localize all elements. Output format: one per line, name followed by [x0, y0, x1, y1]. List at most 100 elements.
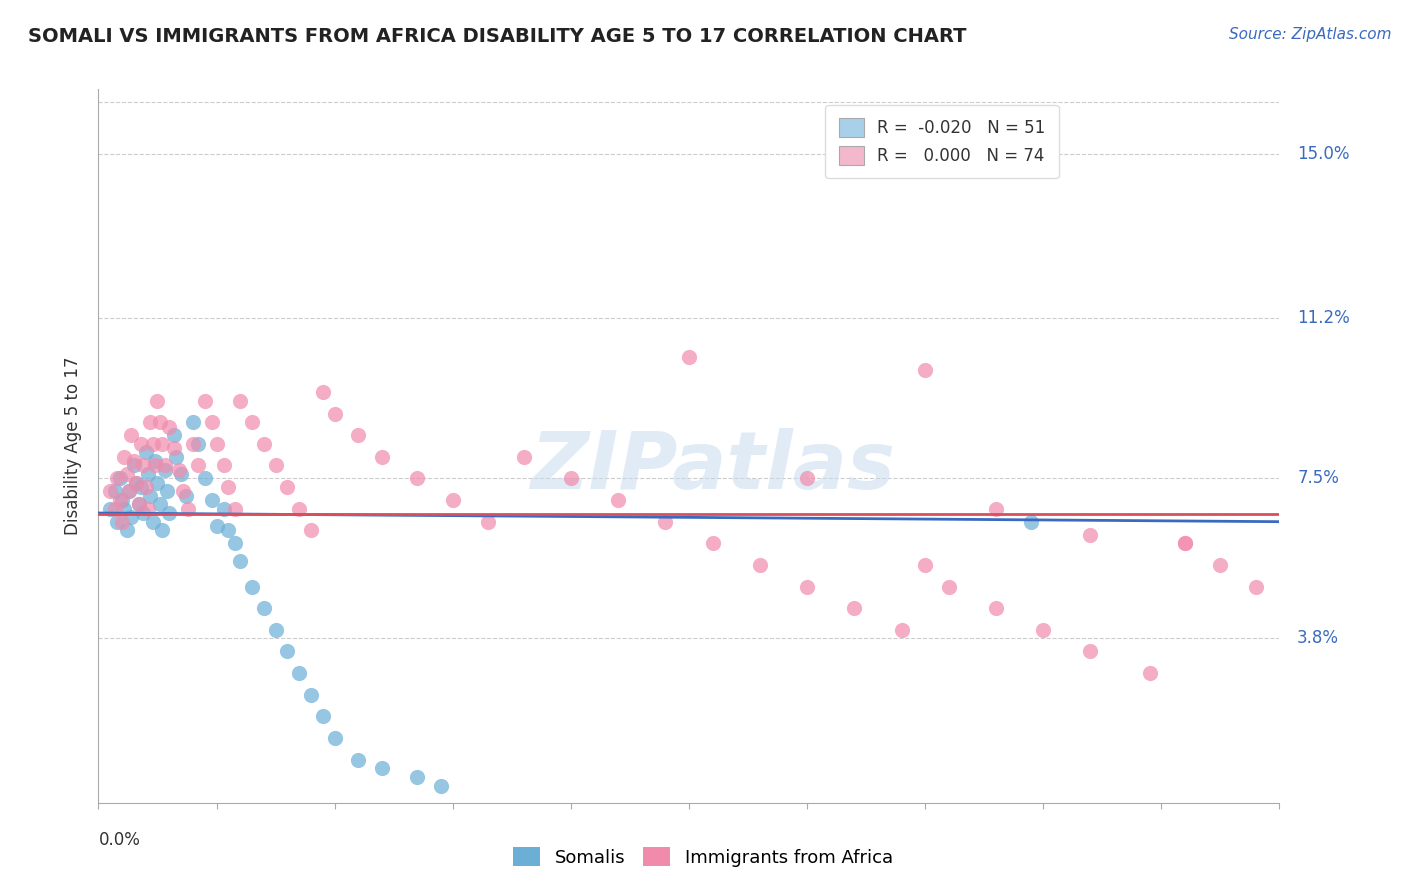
Point: [347, 753, 370, 767]
Point: [217, 480, 239, 494]
Point: [143, 454, 166, 468]
Point: [205, 437, 228, 451]
Point: [194, 393, 217, 408]
Point: [430, 779, 453, 793]
Point: [153, 458, 176, 473]
Point: [104, 501, 127, 516]
Point: [181, 415, 204, 429]
Point: [108, 471, 131, 485]
Point: [406, 471, 429, 485]
Point: [229, 553, 252, 567]
Point: [132, 506, 155, 520]
Point: [121, 428, 143, 442]
Point: [143, 458, 166, 473]
Point: [323, 407, 346, 421]
Point: [146, 393, 169, 408]
Point: [938, 580, 960, 594]
Point: [163, 428, 186, 442]
Point: [157, 419, 180, 434]
Point: [240, 580, 263, 594]
Text: 11.2%: 11.2%: [1298, 310, 1350, 327]
Point: [212, 458, 235, 473]
Point: [115, 524, 138, 538]
Point: [748, 558, 770, 572]
Point: [1080, 527, 1102, 541]
Point: [224, 536, 246, 550]
Text: SOMALI VS IMMIGRANTS FROM AFRICA DISABILITY AGE 5 TO 17 CORRELATION CHART: SOMALI VS IMMIGRANTS FROM AFRICA DISABIL…: [28, 27, 966, 45]
Point: [105, 515, 128, 529]
Point: [153, 463, 176, 477]
Point: [177, 501, 200, 516]
Point: [150, 437, 173, 451]
Point: [108, 493, 131, 508]
Point: [347, 428, 370, 442]
Point: [122, 458, 145, 473]
Point: [146, 475, 169, 490]
Point: [323, 731, 346, 745]
Point: [132, 458, 155, 473]
Point: [914, 363, 936, 377]
Text: 3.8%: 3.8%: [1298, 630, 1339, 648]
Point: [441, 493, 464, 508]
Point: [104, 484, 127, 499]
Point: [170, 467, 193, 482]
Point: [98, 501, 121, 516]
Text: 7.5%: 7.5%: [1298, 469, 1339, 487]
Point: [115, 467, 138, 482]
Point: [607, 493, 630, 508]
Point: [1139, 666, 1161, 681]
Point: [560, 471, 582, 485]
Point: [477, 515, 499, 529]
Point: [796, 580, 818, 594]
Point: [201, 493, 224, 508]
Point: [129, 437, 152, 451]
Point: [205, 519, 228, 533]
Point: [142, 437, 165, 451]
Point: [212, 501, 235, 516]
Point: [371, 450, 394, 464]
Point: [229, 393, 252, 408]
Point: [149, 415, 172, 429]
Point: [201, 415, 224, 429]
Point: [299, 524, 322, 538]
Point: [914, 558, 936, 572]
Point: [844, 601, 866, 615]
Point: [165, 450, 187, 464]
Point: [276, 480, 298, 494]
Point: [118, 484, 141, 499]
Point: [105, 471, 128, 485]
Legend: R =  -0.020   N = 51, R =   0.000   N = 74: R = -0.020 N = 51, R = 0.000 N = 74: [825, 104, 1059, 178]
Point: [1021, 515, 1043, 529]
Point: [150, 524, 173, 538]
Point: [163, 441, 186, 455]
Point: [111, 493, 134, 508]
Point: [112, 501, 135, 516]
Point: [172, 484, 194, 499]
Point: [125, 475, 148, 490]
Point: [135, 445, 157, 459]
Point: [1080, 644, 1102, 658]
Point: [288, 501, 311, 516]
Point: [98, 484, 121, 499]
Point: [187, 458, 209, 473]
Point: [406, 770, 429, 784]
Point: [299, 688, 322, 702]
Point: [128, 497, 150, 511]
Point: [111, 515, 134, 529]
Point: [1032, 623, 1054, 637]
Point: [1209, 558, 1232, 572]
Point: [312, 709, 335, 723]
Point: [253, 601, 276, 615]
Point: [240, 415, 263, 429]
Text: ZIPatlas: ZIPatlas: [530, 428, 896, 507]
Point: [149, 497, 172, 511]
Point: [156, 484, 179, 499]
Point: [129, 480, 152, 494]
Point: [167, 463, 190, 477]
Text: 15.0%: 15.0%: [1298, 145, 1350, 163]
Point: [253, 437, 276, 451]
Point: [112, 450, 135, 464]
Legend: Somalis, Immigrants from Africa: Somalis, Immigrants from Africa: [506, 840, 900, 874]
Text: 0.0%: 0.0%: [98, 831, 141, 849]
Point: [142, 515, 165, 529]
